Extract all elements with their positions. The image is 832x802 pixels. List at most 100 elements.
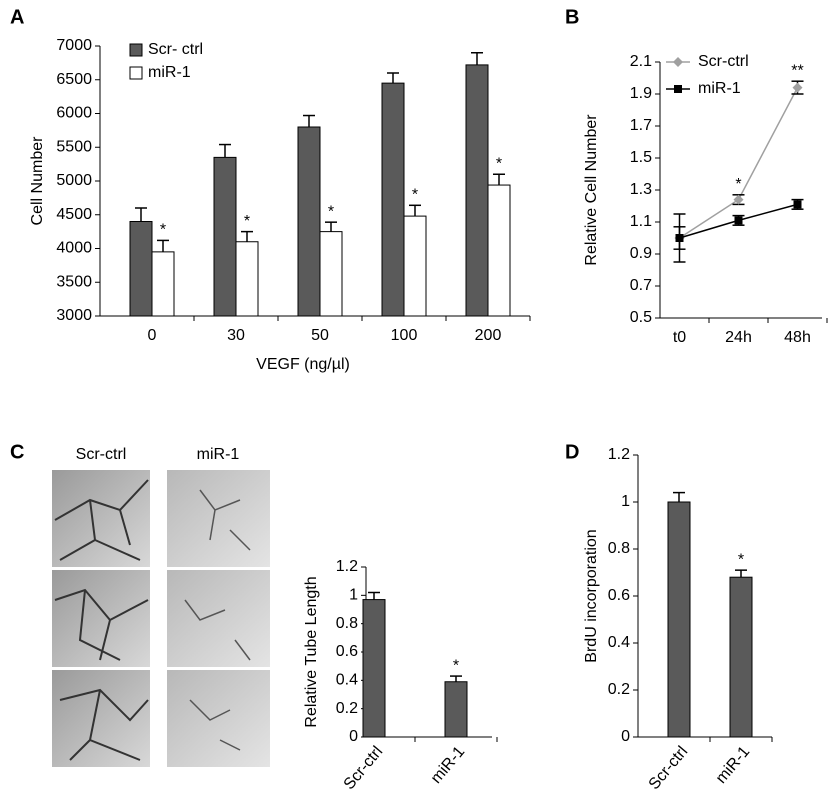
- significance: *: [328, 203, 334, 220]
- legend-marker: [673, 57, 683, 67]
- x-tick-label: miR-1: [428, 743, 469, 787]
- y-tick-label: 6000: [56, 105, 92, 122]
- y-tick-label: 0: [349, 728, 358, 745]
- legend-label: miR-1: [698, 80, 741, 97]
- x-tick-label: 48h: [784, 329, 811, 346]
- legend-label: Scr- ctrl: [148, 41, 203, 58]
- y-tick-label: 1.5: [630, 149, 652, 166]
- image-column-label: miR-1: [197, 446, 240, 463]
- x-tick-label: Scr-ctrl: [341, 743, 387, 793]
- y-tick-label: 0.6: [608, 587, 630, 604]
- panel-label: A: [10, 6, 24, 28]
- y-tick-label: 2.1: [630, 53, 652, 70]
- y-tick-label: 4000: [56, 240, 92, 257]
- bar: [213, 156, 237, 317]
- y-tick-label: 0.9: [630, 245, 652, 262]
- x-tick-label: 0: [148, 327, 157, 344]
- x-tick-label: 50: [311, 327, 329, 344]
- y-tick-label: 1.3: [630, 181, 652, 198]
- legend-label: miR-1: [148, 64, 191, 81]
- significance: *: [412, 187, 418, 204]
- y-tick-label: 0.6: [336, 643, 358, 660]
- bar: [362, 599, 386, 738]
- y-tick-label: 1: [349, 587, 358, 604]
- y-tick-label: 0.8: [336, 615, 358, 632]
- y-tick-label: 7000: [56, 37, 92, 54]
- y-tick-label: 1.2: [608, 446, 630, 463]
- micrograph: [52, 670, 150, 767]
- bar: [129, 221, 153, 317]
- bar: [403, 215, 427, 317]
- bar: [319, 231, 343, 317]
- y-tick-label: 1.1: [630, 213, 652, 230]
- x-tick-label: 100: [391, 327, 418, 344]
- significance: *: [738, 551, 744, 568]
- y-axis-label: Cell Number: [29, 136, 46, 226]
- significance: *: [496, 155, 502, 172]
- y-tick-label: 5500: [56, 138, 92, 155]
- y-tick-label: 1.9: [630, 85, 652, 102]
- y-axis-label: Relative Tube Length: [303, 576, 320, 727]
- significance: *: [735, 176, 741, 193]
- y-tick-label: 0.5: [630, 309, 652, 326]
- x-tick-label: 30: [227, 327, 245, 344]
- panel-label: D: [565, 441, 579, 463]
- legend-label: Scr-ctrl: [698, 53, 749, 70]
- x-tick-label: Scr-ctrl: [646, 743, 692, 793]
- y-tick-label: 3000: [56, 307, 92, 324]
- significance: *: [244, 213, 250, 230]
- significance: *: [160, 222, 166, 239]
- x-tick-label: 24h: [725, 329, 752, 346]
- y-tick-label: 0.8: [608, 540, 630, 557]
- panel-label: B: [565, 6, 579, 28]
- y-tick-label: 0.4: [336, 672, 358, 689]
- y-tick-label: 0.2: [336, 700, 358, 717]
- micrograph: [167, 470, 270, 567]
- significance: *: [453, 657, 459, 674]
- x-tick-label: t0: [673, 329, 686, 346]
- y-tick-label: 3500: [56, 273, 92, 290]
- y-tick-label: 1.7: [630, 117, 652, 134]
- bar: [667, 501, 691, 738]
- micrograph: [167, 570, 270, 667]
- micrograph: [167, 670, 270, 767]
- x-tick-label: 200: [475, 327, 502, 344]
- y-tick-label: 0.2: [608, 681, 630, 698]
- point: [734, 216, 743, 225]
- y-tick-label: 1.2: [336, 558, 358, 575]
- bar: [487, 184, 511, 317]
- micrograph: [52, 470, 150, 567]
- bar: [729, 576, 753, 738]
- point: [675, 234, 684, 242]
- tube-fragments: [184, 489, 251, 751]
- micrographs: [52, 470, 270, 767]
- bar: [235, 241, 259, 317]
- legend-swatch: [129, 43, 143, 57]
- panel-label: C: [10, 441, 24, 463]
- y-tick-label: 1: [621, 493, 630, 510]
- y-axis-label: BrdU incorporation: [583, 529, 600, 662]
- point: [733, 194, 744, 205]
- significance: **: [791, 62, 803, 79]
- y-tick-label: 0: [621, 728, 630, 745]
- y-tick-label: 0.7: [630, 277, 652, 294]
- point: [792, 82, 803, 93]
- x-tick-label: miR-1: [713, 743, 754, 787]
- bar: [465, 64, 489, 317]
- bar: [381, 82, 405, 317]
- y-tick-label: 6500: [56, 71, 92, 88]
- y-tick-label: 0.4: [608, 634, 630, 651]
- legend-marker: [674, 85, 682, 93]
- x-axis-label: VEGF (ng/µl): [256, 356, 350, 373]
- legend-swatch: [129, 66, 143, 80]
- bar: [297, 126, 321, 317]
- image-column-label: Scr-ctrl: [76, 446, 127, 463]
- y-axis-label: Relative Cell Number: [583, 114, 600, 266]
- point: [793, 200, 802, 209]
- y-tick-label: 5000: [56, 172, 92, 189]
- bar: [151, 251, 175, 317]
- y-tick-label: 4500: [56, 206, 92, 223]
- tube-network: [54, 479, 149, 761]
- bar: [444, 681, 468, 738]
